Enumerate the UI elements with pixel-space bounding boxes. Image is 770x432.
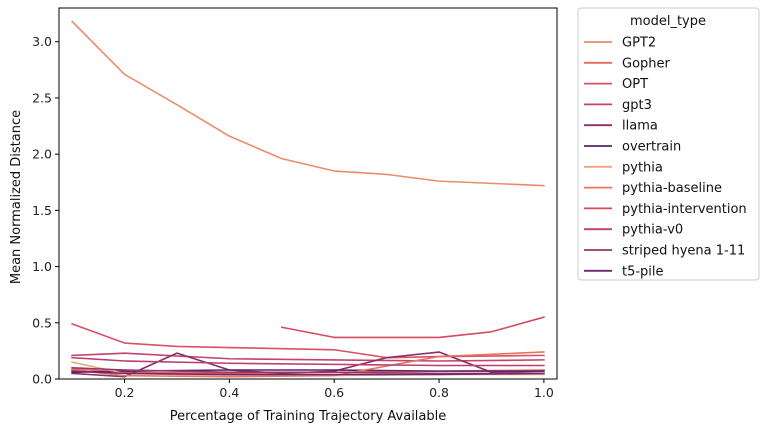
legend-items: GPT2 Gopher OPT gpt3 llama overtrain pythia pyt… xyxy=(584,36,747,279)
y-tick-label: 2.5 xyxy=(32,90,52,105)
x-axis: 0.2 0.4 0.6 0.8 1.0 xyxy=(115,379,554,400)
y-tick-label: 0.0 xyxy=(32,372,52,387)
y-tick-label: 1.0 xyxy=(32,259,52,274)
x-tick-label: 0.8 xyxy=(429,385,449,400)
y-tick-label: 0.5 xyxy=(32,315,52,330)
x-tick-label: 0.2 xyxy=(115,385,135,400)
series-line-pythia-baseline xyxy=(71,351,545,378)
legend-entry-label: llama xyxy=(622,119,658,134)
legend-entry-label: pythia-intervention xyxy=(622,202,747,217)
legend-entry-label: GPT2 xyxy=(622,36,656,51)
y-tick-label: 3.0 xyxy=(32,34,52,49)
legend-title: model_type xyxy=(630,14,706,29)
series-line-striped-hyena-1-11 xyxy=(71,366,545,375)
x-tick-label: 0.4 xyxy=(219,385,239,400)
legend-entry-label: pythia xyxy=(622,160,663,175)
x-tick-label: 0.6 xyxy=(324,385,344,400)
series-line-pythia-v0 xyxy=(71,356,545,367)
series-line-gpt2 xyxy=(70,20,545,187)
x-axis-label: Percentage of Training Trajectory Availa… xyxy=(170,409,447,424)
legend-entry-label: striped hyena 1-11 xyxy=(622,244,745,259)
legend-frame xyxy=(577,7,760,281)
legend: model_type GPT2 Gopher OPT gpt3 llama overtra… xyxy=(577,7,760,281)
legend-entry-label: pythia-baseline xyxy=(622,181,722,196)
plot-area xyxy=(58,7,558,380)
legend-entry-label: OPT xyxy=(622,77,648,92)
y-axis-label: Mean Normalized Distance xyxy=(9,110,24,284)
y-axis: 0.0 0.5 1.0 1.5 2.0 2.5 3.0 xyxy=(32,34,59,387)
series-line-opt xyxy=(71,322,545,359)
legend-entry-label: overtrain xyxy=(622,140,681,155)
legend-entry-label: gpt3 xyxy=(622,98,652,113)
y-tick-label: 2.0 xyxy=(32,147,52,162)
x-tick-label: 1.0 xyxy=(534,385,554,400)
legend-entry-label: pythia-v0 xyxy=(622,223,683,238)
series-line-pythia-intervention xyxy=(280,316,545,339)
series-line-t5-pile xyxy=(71,370,545,376)
series-line-gpt3 xyxy=(71,352,545,362)
plot-frame xyxy=(58,7,558,380)
legend-entry-label: t5-pile xyxy=(622,264,664,279)
y-tick-label: 1.5 xyxy=(32,203,52,218)
legend-entry-label: Gopher xyxy=(622,56,671,71)
